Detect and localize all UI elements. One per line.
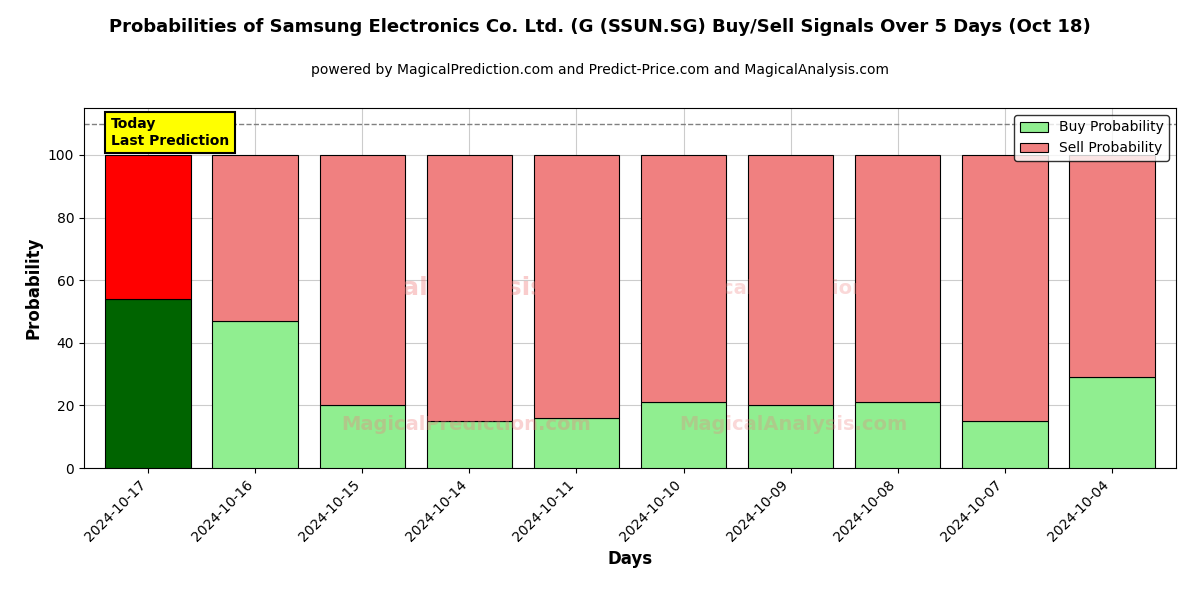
Text: powered by MagicalPrediction.com and Predict-Price.com and MagicalAnalysis.com: powered by MagicalPrediction.com and Pre… (311, 63, 889, 77)
Bar (426, 421, 512, 468)
Bar (212, 155, 298, 321)
Text: Today
Last Prediction: Today Last Prediction (110, 118, 229, 148)
Text: MagicalPrediction.com: MagicalPrediction.com (668, 278, 919, 298)
Text: MagicalAnalysis.com: MagicalAnalysis.com (679, 415, 908, 434)
Bar (319, 155, 406, 406)
Text: MagicalAnalysis.com: MagicalAnalysis.com (319, 276, 613, 300)
Bar (534, 155, 619, 418)
Bar (212, 321, 298, 468)
Bar (641, 155, 726, 402)
Bar (534, 418, 619, 468)
Bar (962, 155, 1048, 421)
Bar (1069, 377, 1154, 468)
Legend: Buy Probability, Sell Probability: Buy Probability, Sell Probability (1014, 115, 1169, 161)
Bar (106, 299, 191, 468)
Bar (319, 406, 406, 468)
Bar (1069, 155, 1154, 377)
Bar (426, 155, 512, 421)
Bar (854, 402, 941, 468)
Bar (641, 402, 726, 468)
Bar (854, 155, 941, 402)
Y-axis label: Probability: Probability (24, 237, 42, 339)
Bar (748, 406, 834, 468)
Bar (962, 421, 1048, 468)
X-axis label: Days: Days (607, 550, 653, 568)
Bar (106, 155, 191, 299)
Text: Probabilities of Samsung Electronics Co. Ltd. (G (SSUN.SG) Buy/Sell Signals Over: Probabilities of Samsung Electronics Co.… (109, 18, 1091, 36)
Text: MagicalPrediction.com: MagicalPrediction.com (341, 415, 592, 434)
Bar (748, 155, 834, 406)
